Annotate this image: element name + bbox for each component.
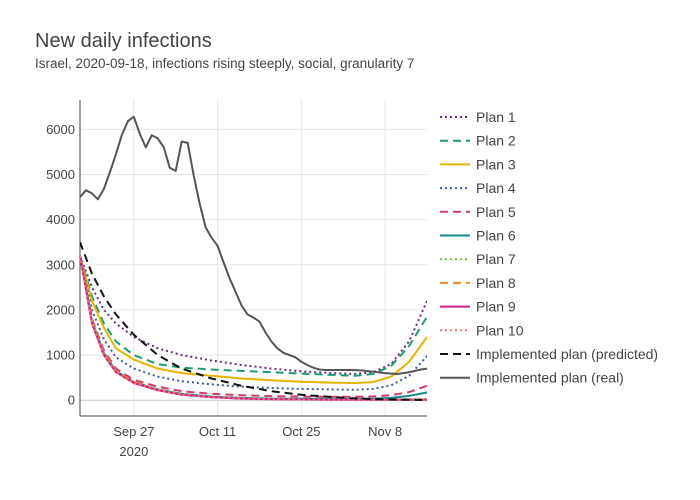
y-tick-label: 6000 bbox=[46, 122, 75, 137]
legend-item-3[interactable]: Plan 3 bbox=[440, 156, 516, 172]
legend-item-1[interactable]: Plan 1 bbox=[440, 109, 516, 125]
legend-item-11[interactable]: Implemented plan (predicted) bbox=[440, 346, 658, 362]
series-line-12 bbox=[80, 115, 427, 375]
x-tick-label: Sep 27 bbox=[113, 424, 154, 439]
legend-label: Implemented plan (predicted) bbox=[476, 346, 658, 362]
series-line-4 bbox=[80, 255, 427, 391]
series-line-10 bbox=[80, 255, 427, 401]
y-tick-label: 0 bbox=[68, 393, 75, 408]
grid-lines bbox=[80, 100, 427, 416]
x-tick-sublabel: 2020 bbox=[119, 444, 148, 459]
series-line-11 bbox=[80, 241, 427, 401]
y-tick-label: 4000 bbox=[46, 212, 75, 227]
plot-area bbox=[80, 115, 427, 401]
series-line-3 bbox=[80, 255, 427, 384]
legend-label: Plan 8 bbox=[476, 275, 516, 291]
y-tick-label: 3000 bbox=[46, 257, 75, 272]
series-line-1 bbox=[80, 255, 427, 375]
legend-label: Implemented plan (real) bbox=[476, 370, 624, 386]
series-line-7 bbox=[80, 255, 427, 401]
legend-item-10[interactable]: Plan 10 bbox=[440, 322, 524, 338]
chart-subtitle: Israel, 2020-09-18, infections rising st… bbox=[35, 56, 415, 71]
legend-label: Plan 4 bbox=[476, 180, 516, 196]
legend-item-7[interactable]: Plan 7 bbox=[440, 251, 516, 267]
legend-item-5[interactable]: Plan 5 bbox=[440, 204, 516, 220]
series-line-9 bbox=[80, 255, 427, 401]
legend-label: Plan 2 bbox=[476, 133, 516, 149]
x-tick-label: Oct 11 bbox=[199, 424, 236, 439]
legend-item-6[interactable]: Plan 6 bbox=[440, 228, 516, 244]
legend-label: Plan 6 bbox=[476, 228, 516, 244]
y-tick-label: 5000 bbox=[46, 167, 75, 182]
legend-item-8[interactable]: Plan 8 bbox=[440, 275, 516, 291]
series-line-5 bbox=[80, 255, 427, 398]
legend-label: Plan 7 bbox=[476, 251, 516, 267]
legend-label: Plan 3 bbox=[476, 156, 516, 172]
legend-item-9[interactable]: Plan 9 bbox=[440, 299, 516, 315]
series-line-6 bbox=[80, 255, 427, 400]
series-line-2 bbox=[80, 255, 427, 377]
x-tick-label: Nov 8 bbox=[368, 424, 402, 439]
legend-item-4[interactable]: Plan 4 bbox=[440, 180, 516, 196]
y-axis: 0 1000 2000 3000 4000 5000 6000 bbox=[46, 100, 81, 416]
legend-item-12[interactable]: Implemented plan (real) bbox=[440, 370, 624, 386]
legend-item-2[interactable]: Plan 2 bbox=[440, 133, 516, 149]
series-line-8 bbox=[80, 255, 427, 401]
x-tick-label: Oct 25 bbox=[282, 424, 320, 439]
legend-label: Plan 5 bbox=[476, 204, 516, 220]
chart-title: New daily infections bbox=[35, 30, 212, 52]
legend-label: Plan 9 bbox=[476, 299, 516, 315]
x-axis: Sep 27 2020 Oct 11 Oct 25 Nov 8 bbox=[80, 415, 427, 459]
legend[interactable]: Plan 1 Plan 2 Plan 3 Plan 4 Plan 5 Plan 6 Plan… bbox=[440, 109, 658, 386]
legend-label: Plan 10 bbox=[476, 322, 524, 338]
y-tick-label: 1000 bbox=[46, 348, 75, 363]
y-tick-label: 2000 bbox=[46, 302, 75, 317]
legend-label: Plan 1 bbox=[476, 109, 516, 125]
